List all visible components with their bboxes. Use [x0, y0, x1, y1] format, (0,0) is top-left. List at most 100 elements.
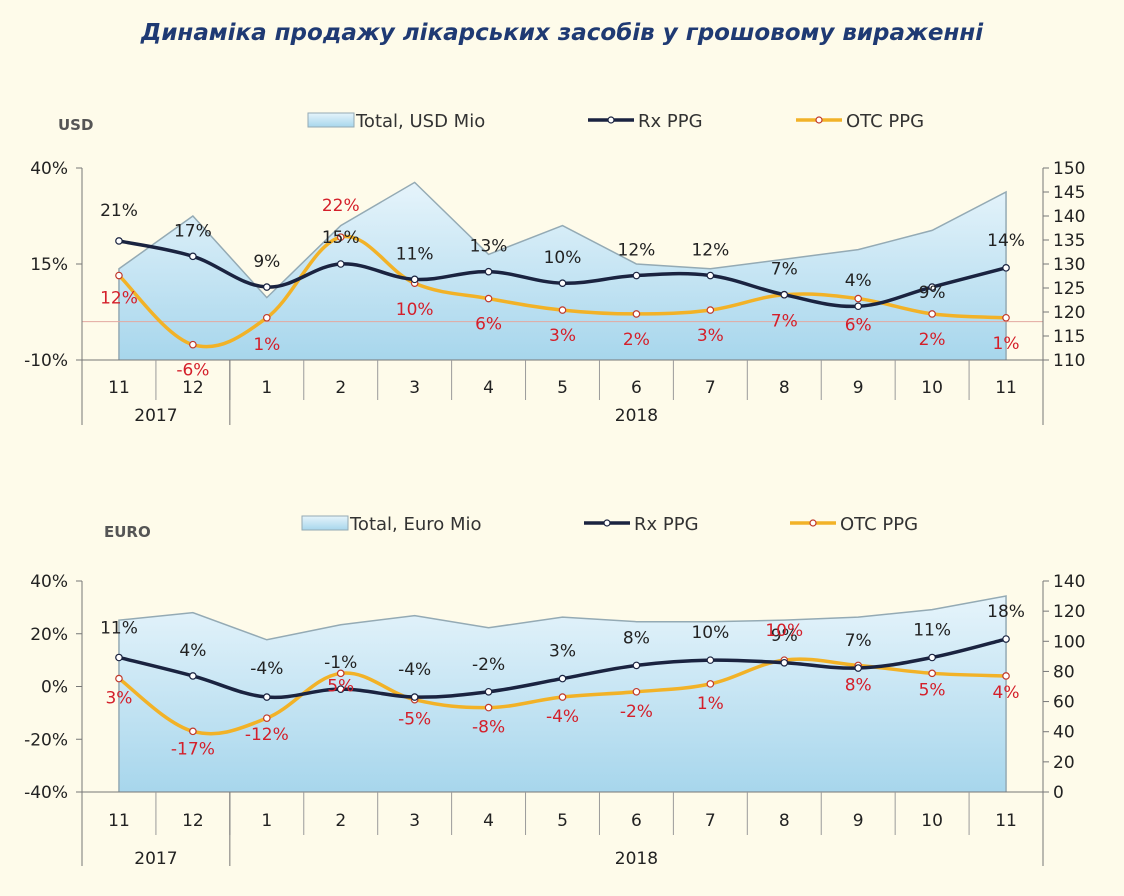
- rx-point: [189, 252, 197, 261]
- x-category-label: 7: [705, 378, 716, 398]
- rx-point: [410, 275, 419, 284]
- otc-point: [928, 669, 936, 678]
- otc-point: [189, 727, 197, 736]
- rx-data-label: 14%: [987, 231, 1025, 251]
- total-area-outline: [118, 181, 1007, 360]
- legend-total-label: Total, USD Mio: [355, 111, 485, 132]
- rx-data-label: 11%: [913, 620, 951, 640]
- otc-data-label: 3%: [697, 326, 724, 346]
- x-category-label: 2: [335, 811, 346, 831]
- otc-data-label: -17%: [171, 739, 215, 759]
- rx-point: [632, 271, 641, 280]
- otc-point: [189, 340, 197, 349]
- y-left-tick-label: -10%: [24, 351, 68, 371]
- y-right-tick-label: 80: [1053, 662, 1075, 682]
- rx-data-label: 12%: [691, 241, 729, 261]
- rx-data-label: 12%: [618, 241, 656, 261]
- y-right-tick-label: 120: [1053, 602, 1085, 622]
- otc-point: [558, 306, 567, 314]
- otc-data-label: 1%: [253, 335, 280, 355]
- rx-data-label: 21%: [100, 201, 138, 221]
- x-category-label: 12: [182, 378, 204, 398]
- rx-data-label: 11%: [396, 244, 434, 264]
- rx-point: [706, 656, 715, 664]
- x-category-label: 8: [779, 378, 790, 398]
- x-category-label: 3: [409, 811, 420, 831]
- otc-point: [336, 233, 345, 241]
- rx-data-label: 8%: [623, 628, 650, 648]
- rx-data-label: 10%: [691, 623, 729, 643]
- x-category-label: 8: [779, 811, 790, 831]
- y-left-tick-label: 20%: [30, 625, 68, 645]
- otc-point: [263, 313, 271, 322]
- otc-point: [558, 693, 567, 701]
- legend-rx-label: Rx PPG: [638, 111, 703, 132]
- rx-point: [632, 661, 641, 670]
- x-category-label: 5: [557, 811, 568, 831]
- otc-data-label: -8%: [472, 718, 505, 738]
- x-category-label: 7: [705, 811, 716, 831]
- legend-total-label: Total, Euro Mio: [349, 514, 482, 535]
- otc-data-label: 22%: [322, 196, 360, 216]
- rx-data-label: 18%: [987, 602, 1025, 622]
- rx-point: [854, 302, 862, 311]
- y-left-tick-label: 40%: [30, 159, 68, 179]
- x-year-label: 2018: [615, 849, 658, 869]
- legend-otc-marker: [815, 116, 823, 124]
- rx-point: [1002, 264, 1010, 272]
- x-category-label: 12: [182, 811, 204, 831]
- rx-point: [115, 653, 123, 662]
- rx-point: [780, 658, 789, 667]
- otc-point: [632, 687, 641, 696]
- rx-data-label: 11%: [100, 618, 138, 638]
- otc-point: [632, 310, 641, 318]
- otc-point: [706, 306, 715, 314]
- rx-data-label: 9%: [253, 252, 280, 272]
- y-right-tick-label: 0: [1053, 783, 1064, 803]
- y-right-tick-label: 60: [1053, 693, 1075, 713]
- otc-data-label: 1%: [697, 694, 724, 714]
- otc-point: [854, 294, 862, 303]
- x-category-label: 11: [995, 378, 1017, 398]
- rx-data-label: 4%: [179, 641, 206, 661]
- rx-data-label: 4%: [845, 271, 872, 291]
- rx-data-label: -1%: [324, 653, 357, 673]
- otc-data-label: 5%: [327, 676, 354, 696]
- x-category-label: 4: [483, 811, 494, 831]
- x-category-label: 1: [261, 378, 272, 398]
- rx-data-label: 17%: [174, 221, 212, 241]
- rx-point: [928, 283, 936, 291]
- x-category-label: 10: [921, 811, 943, 831]
- x-category-label: 6: [631, 378, 642, 398]
- y-right-tick-label: 110: [1053, 351, 1085, 371]
- legend-otc-marker: [809, 519, 817, 527]
- page-title: Динаміка продажу лікарських засобів у гр…: [140, 20, 984, 46]
- legend-total-swatch: [301, 515, 349, 531]
- x-category-label: 11: [108, 811, 130, 831]
- rx-data-label: 7%: [845, 631, 872, 651]
- total-area-outline: [118, 595, 1007, 792]
- y-right-tick-label: 140: [1053, 572, 1085, 592]
- y-right-tick-label: 20: [1053, 753, 1075, 773]
- y-right-tick-label: 145: [1053, 183, 1085, 203]
- rx-point: [189, 672, 197, 680]
- chart-euro: Total, Euro Mio Rx PPG OTC PPG 40% 20% 0% -20%…: [24, 514, 1085, 869]
- rx-data-label: 10%: [544, 248, 582, 268]
- rx-data-label: 9%: [919, 283, 946, 303]
- otc-data-label: 2%: [623, 330, 650, 350]
- x-category-label: 3: [409, 378, 420, 398]
- rx-data-label: 7%: [771, 260, 798, 280]
- otc-data-label: 10%: [765, 621, 803, 641]
- y-right-tick-label: 100: [1053, 632, 1085, 652]
- otc-point: [928, 310, 936, 318]
- x-category-label: 5: [557, 378, 568, 398]
- otc-point: [706, 680, 715, 688]
- otc-data-label: -12%: [245, 725, 289, 745]
- otc-point: [1002, 313, 1010, 322]
- otc-point: [336, 669, 345, 678]
- legend-euro: Total, Euro Mio Rx PPG OTC PPG: [301, 514, 918, 535]
- rx-data-label: 9%: [771, 626, 798, 646]
- rx-point: [336, 260, 345, 268]
- legend-rx-marker: [607, 116, 615, 124]
